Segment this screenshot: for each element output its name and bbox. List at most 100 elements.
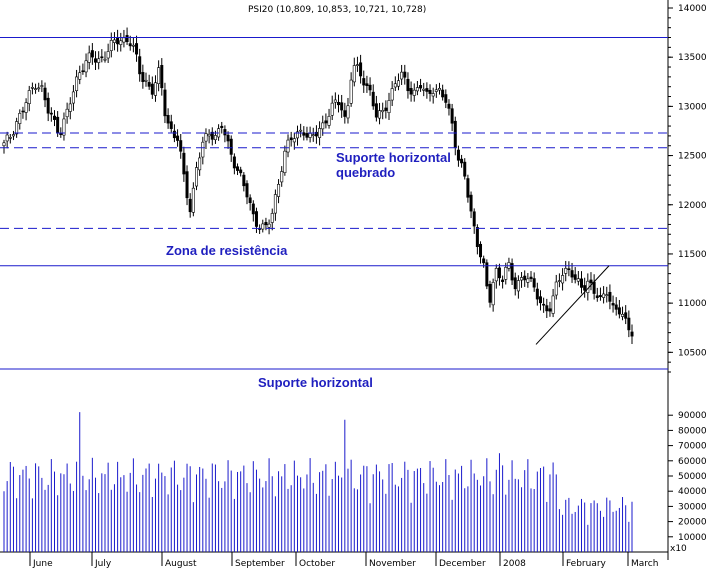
candle-body — [583, 285, 587, 291]
candle — [153, 75, 157, 102]
candle — [314, 125, 318, 144]
candle-body — [355, 64, 359, 66]
candle-body — [166, 115, 170, 124]
candle — [15, 117, 19, 138]
candle-body — [324, 120, 328, 124]
candle — [529, 271, 533, 282]
candle-body — [195, 167, 199, 187]
candle-body — [213, 135, 217, 141]
candle — [422, 82, 426, 97]
candle — [122, 29, 126, 48]
candle — [605, 286, 609, 303]
candle — [138, 48, 142, 82]
candle-body — [400, 71, 404, 80]
x-axis-label: July — [94, 559, 112, 569]
candle — [270, 208, 274, 231]
candle-body — [393, 83, 397, 88]
candle-body — [15, 121, 19, 135]
price-tick-label: 14000 — [678, 4, 707, 14]
candle-body — [586, 280, 590, 293]
candle-body — [611, 303, 615, 306]
x-axis-label: October — [299, 559, 335, 569]
candle — [390, 81, 394, 107]
candle — [627, 310, 631, 338]
candle-body — [491, 282, 495, 306]
candle — [532, 272, 536, 292]
candle — [570, 262, 574, 283]
candle-body — [605, 294, 609, 296]
candle — [204, 128, 208, 149]
candle — [11, 130, 15, 141]
candle — [614, 297, 618, 316]
candle-body — [305, 133, 309, 138]
candle-body — [557, 280, 561, 282]
candle — [415, 81, 419, 96]
candle — [409, 81, 413, 102]
candle — [109, 32, 113, 58]
x-axis-label: 2008 — [503, 559, 526, 569]
candle — [299, 123, 303, 138]
candle — [94, 51, 98, 71]
candle-body — [210, 131, 214, 140]
candle — [179, 133, 183, 159]
candle-body — [81, 70, 85, 73]
candle-body — [570, 270, 574, 278]
candle — [254, 207, 258, 233]
candle-body — [472, 211, 476, 227]
candle — [479, 241, 483, 264]
candle — [43, 82, 47, 108]
candle — [583, 277, 587, 298]
candle-body — [330, 102, 334, 116]
candle — [554, 274, 558, 300]
candle-body — [116, 37, 120, 45]
candle — [352, 57, 356, 87]
candle — [62, 112, 66, 141]
candle-body — [236, 166, 240, 171]
candle-body — [513, 277, 517, 290]
candle-body — [428, 89, 432, 94]
candle — [371, 84, 375, 110]
candle-body — [589, 279, 593, 284]
candle — [97, 51, 101, 70]
candle — [267, 219, 271, 235]
candle — [157, 60, 161, 92]
candle — [425, 82, 429, 99]
candle-body — [11, 134, 15, 137]
candle-body — [450, 108, 454, 124]
candle-body — [261, 223, 265, 230]
candle-body — [390, 88, 394, 101]
candle — [264, 217, 268, 231]
candle-body — [138, 56, 142, 75]
candle-body — [229, 138, 233, 155]
candle — [226, 131, 230, 149]
candle-body — [463, 161, 467, 177]
candle-body — [94, 58, 98, 63]
candle — [608, 284, 612, 310]
candle — [100, 49, 104, 63]
candle — [116, 29, 120, 52]
candle — [494, 264, 498, 289]
candle — [292, 132, 296, 150]
candle-body — [314, 131, 318, 137]
candle — [460, 154, 464, 168]
candle-body — [135, 43, 139, 55]
candle-body — [289, 137, 293, 141]
candle-body — [412, 89, 416, 96]
candle — [90, 43, 94, 65]
candle-body — [100, 56, 104, 59]
candle-body — [239, 169, 243, 174]
candle-body — [396, 80, 400, 87]
candle-body — [185, 171, 189, 199]
candle-body — [614, 304, 618, 310]
candle — [242, 172, 246, 192]
candle — [160, 58, 164, 96]
candle-body — [172, 130, 176, 139]
candle-body — [191, 187, 195, 213]
candle — [488, 280, 492, 308]
candle-body — [112, 39, 116, 43]
candle — [428, 84, 432, 102]
x-axis-label: June — [32, 559, 53, 569]
candle — [396, 73, 400, 91]
candle — [624, 305, 628, 325]
candle — [40, 80, 44, 93]
